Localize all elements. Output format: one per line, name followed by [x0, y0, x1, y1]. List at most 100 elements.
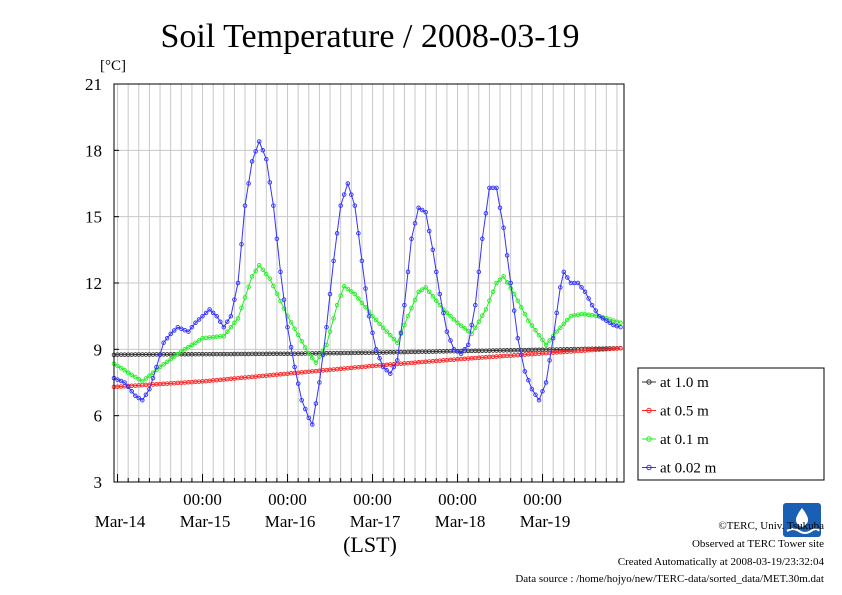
data-point: [604, 318, 609, 323]
data-point: [352, 291, 358, 297]
data-point: [373, 347, 379, 352]
data-point: [533, 392, 538, 397]
data-point: [161, 362, 166, 367]
data-point: [249, 274, 255, 279]
data-point: [448, 313, 453, 319]
data-point: [182, 327, 188, 333]
data-point: [310, 355, 315, 361]
data-point: [398, 330, 404, 336]
data-point: [345, 181, 351, 186]
data-point: [310, 422, 315, 427]
data-point: [575, 280, 581, 286]
data-point: [299, 397, 304, 403]
data-point: [391, 336, 397, 342]
data-point: [271, 283, 276, 289]
data-point: [200, 313, 205, 319]
data-point: [175, 351, 181, 357]
data-point: [129, 389, 134, 394]
data-point: [430, 294, 436, 299]
data-point: [561, 321, 567, 327]
data-point: [349, 289, 354, 294]
data-point: [175, 324, 181, 330]
data-point: [366, 313, 372, 319]
legend-item: at 0.5 m: [642, 404, 709, 420]
data-point: [522, 369, 528, 374]
data-point: [338, 203, 343, 208]
y-tick-label: 15: [85, 208, 102, 227]
data-point: [593, 308, 598, 313]
data-point: [225, 329, 230, 334]
data-point: [455, 320, 460, 326]
data-point: [341, 284, 347, 289]
data-point: [444, 329, 450, 334]
data-point: [430, 247, 436, 253]
data-point: [143, 376, 149, 381]
data-point: [285, 324, 290, 330]
y-tick-label: 6: [94, 407, 103, 426]
data-point: [331, 316, 336, 321]
data-point: [295, 381, 301, 386]
data-point: [469, 322, 474, 328]
data-point: [193, 320, 198, 326]
data-point: [526, 318, 531, 323]
data-point: [189, 324, 195, 330]
data-point: [334, 302, 340, 308]
data-point: [395, 358, 400, 363]
data-point: [384, 329, 389, 334]
x-time-label: 00:00: [268, 490, 307, 509]
data-point: [313, 360, 319, 365]
legend: at 1.0 m at 0.5 m at 0.1 m at 0.02 m: [637, 367, 825, 481]
data-point: [483, 307, 489, 312]
data-point: [320, 352, 326, 358]
data-point: [352, 203, 358, 208]
data-point: [434, 269, 439, 275]
data-point: [536, 332, 542, 338]
y-axis-ticks: 3 6 9 12 15 18 21: [85, 75, 119, 492]
data-point: [288, 320, 294, 325]
data-point: [171, 328, 177, 333]
data-point: [494, 185, 499, 191]
data-point: [419, 207, 425, 213]
data-point: [189, 342, 195, 348]
data-point: [239, 242, 244, 247]
data-point: [288, 344, 294, 350]
legend-marker: [646, 379, 652, 385]
data-point: [409, 236, 414, 242]
data-point: [161, 340, 166, 345]
data-point: [317, 354, 322, 359]
data-point: [147, 386, 152, 392]
data-point: [533, 328, 538, 333]
data-point: [465, 328, 471, 334]
data-point: [434, 298, 439, 303]
data-point: [129, 372, 134, 378]
data-point: [327, 329, 333, 334]
data-point: [242, 203, 248, 208]
y-tick-label: 12: [85, 274, 102, 293]
data-point: [122, 380, 127, 385]
legend-marker: [646, 464, 652, 471]
data-point: [480, 236, 485, 242]
data-point: [487, 298, 492, 303]
data-point: [529, 323, 535, 328]
data-point: [508, 280, 513, 286]
data-point: [253, 268, 258, 274]
data-point: [416, 289, 421, 295]
data-point: [618, 320, 623, 326]
data-point: [540, 389, 545, 394]
data-point: [260, 148, 266, 153]
data-point: [519, 305, 524, 310]
data-point: [331, 258, 336, 264]
data-point: [313, 401, 319, 406]
data-point: [618, 324, 623, 330]
data-point: [419, 287, 425, 292]
data-point: [256, 139, 262, 144]
data-point: [515, 336, 521, 341]
x-time-label: 00:00: [523, 490, 562, 509]
data-point: [501, 225, 506, 230]
legend-marker: [646, 436, 652, 442]
data-point: [115, 377, 120, 382]
data-point: [133, 374, 138, 380]
data-point: [239, 305, 244, 311]
data-point: [359, 258, 365, 264]
legend-label: at 0.5 m: [660, 404, 709, 420]
